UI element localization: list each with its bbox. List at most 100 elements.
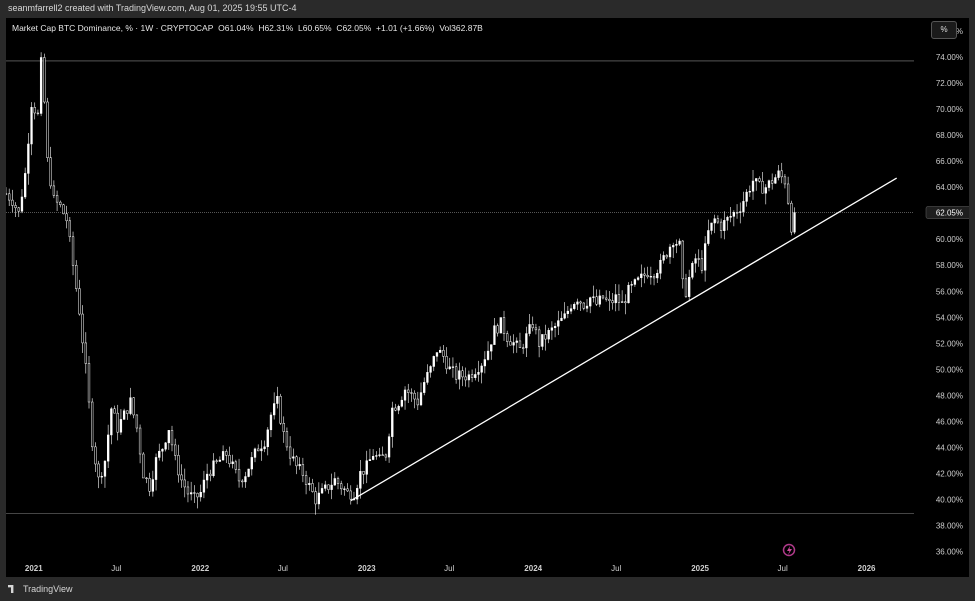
candle (652, 273, 656, 286)
candle (502, 310, 506, 341)
candle-body (14, 205, 17, 209)
lightning-icon[interactable] (782, 543, 796, 557)
candle (761, 171, 764, 194)
candle (151, 470, 154, 497)
candle (416, 391, 419, 410)
event-marker[interactable] (782, 543, 796, 557)
trendline[interactable] (350, 177, 898, 502)
candle (234, 459, 238, 474)
candle-body (122, 410, 126, 420)
candle-body (180, 474, 183, 481)
candle-body (317, 492, 321, 505)
candle (611, 292, 614, 310)
candle-body (748, 191, 751, 193)
trendline-group[interactable] (350, 177, 898, 502)
candle-body (119, 419, 123, 433)
candle (515, 337, 518, 353)
candle-body (525, 333, 528, 349)
candle-body (8, 193, 11, 201)
candle-body (148, 478, 151, 492)
candle (633, 278, 637, 287)
candle-body (253, 448, 257, 458)
candle (735, 204, 739, 219)
time-tick-label: 2026 (858, 564, 876, 573)
candle (448, 357, 451, 370)
candle (97, 460, 100, 489)
candle (20, 189, 24, 214)
price-axis-bg (914, 18, 969, 577)
candle-body (467, 374, 471, 381)
candle-body (668, 246, 672, 258)
candle-body (742, 201, 745, 212)
candle (668, 243, 672, 264)
horizontal-lines (6, 60, 914, 515)
candle-body (381, 454, 384, 456)
candle (142, 452, 145, 479)
candle (614, 283, 617, 312)
candle-body (387, 436, 391, 458)
tradingview-brand: TradingView (23, 584, 73, 594)
price-axis[interactable]: 76.00%74.00%72.00%70.00%68.00%66.00%64.0… (914, 18, 972, 577)
candle-body (33, 107, 36, 114)
candle-body (212, 460, 215, 477)
candle-body (400, 399, 404, 407)
candle-body (154, 457, 158, 480)
candle-body (362, 471, 365, 475)
candle-body (502, 317, 506, 334)
tradingview-logo[interactable]: TradingView (8, 584, 73, 594)
candle (528, 313, 531, 337)
candle (643, 267, 646, 284)
candle (550, 321, 554, 340)
candle-body (518, 340, 522, 348)
candle (553, 322, 557, 338)
candle-body (228, 455, 231, 464)
candle-body (205, 473, 209, 481)
candle (59, 200, 62, 208)
candle-body (716, 218, 720, 223)
candle (496, 323, 499, 337)
candle (445, 347, 448, 374)
candle-body (59, 201, 62, 206)
price-chart[interactable]: 76.00%74.00%72.00%70.00%68.00%66.00%64.0… (4, 18, 972, 577)
candle (617, 284, 621, 311)
chart-pane[interactable]: 76.00%74.00%72.00%70.00%68.00%66.00%64.0… (4, 18, 972, 577)
symbol-legend[interactable]: Market Cap BTC Dominance, % · 1W · CRYPT… (12, 22, 483, 34)
candle-body (320, 488, 324, 494)
candle-body (576, 301, 579, 305)
price-tick-label: 74.00% (936, 53, 963, 62)
candle (627, 282, 630, 304)
candle (205, 463, 209, 489)
candle (649, 266, 653, 285)
candle-body (190, 492, 193, 495)
candle-body (480, 365, 483, 373)
candle (71, 231, 75, 276)
candle-body (557, 320, 560, 327)
tradingview-mark-icon (8, 585, 14, 593)
candle (375, 451, 378, 460)
time-axis[interactable]: 2021 Jul 2022 Jul 2023 Jul 2024 Jul 2025 Jul 2026 (25, 564, 876, 573)
candle (439, 346, 442, 353)
candle-body (78, 288, 81, 315)
candle-body (183, 479, 186, 488)
candle-body (755, 178, 758, 182)
candle (451, 357, 455, 378)
candle (295, 455, 298, 475)
candle-body (340, 483, 343, 490)
candle-body (486, 350, 490, 360)
candle-body (266, 429, 269, 448)
candle-body (608, 299, 611, 301)
candle-body (199, 492, 202, 498)
price-tick-label: 70.00% (936, 105, 963, 114)
candle (499, 317, 502, 334)
candle-body (490, 344, 493, 352)
chart-background (6, 18, 969, 577)
candle (764, 184, 767, 205)
candle (253, 447, 257, 463)
price-tick-label: 68.00% (936, 131, 963, 140)
candle (477, 360, 480, 382)
percent-scale-button[interactable]: % (931, 21, 957, 39)
candle-body (652, 276, 656, 279)
candle (729, 207, 732, 223)
time-tick-label: 2023 (358, 564, 376, 573)
